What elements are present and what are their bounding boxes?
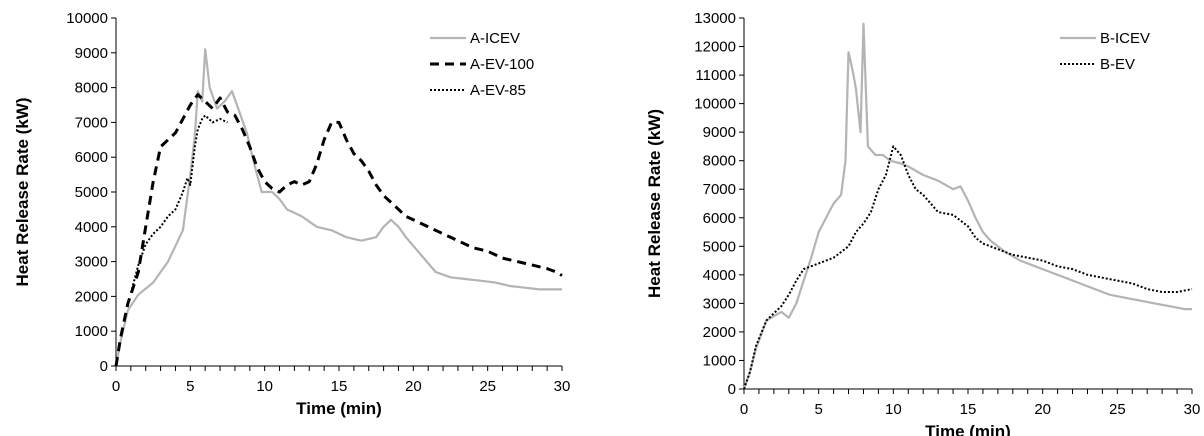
chart-2-y-tick-label: 4000 [703, 267, 736, 284]
chart-1-legend-label-a-ev-85: A-EV-85 [470, 82, 526, 99]
chart-1-series-a-ev-85 [129, 114, 228, 294]
chart-1-x-tick-label: 30 [554, 378, 571, 395]
chart-1-y-tick-label: 10000 [66, 10, 108, 27]
chart-2-x-tick-label: 10 [885, 401, 902, 418]
chart-2-x-tick-label: 5 [814, 401, 822, 418]
chart-1-y-axis-title: Heat Release Rate (kW) [13, 98, 32, 287]
chart-1-series-a-ev-100 [114, 93, 563, 367]
chart-2-series-b-icev [742, 22, 1192, 390]
chart-2-y-tick-label: 10000 [694, 96, 736, 113]
chart-1-y-tick-label: 5000 [75, 184, 108, 201]
chart-2-x-tick-label: 25 [1109, 401, 1126, 418]
chart-1-x-tick-label: 25 [479, 378, 496, 395]
chart-2-x-tick-label: 30 [1184, 401, 1201, 418]
chart-1-x-tick-label: 5 [186, 378, 194, 395]
chart-1-y-tick-label: 7000 [75, 114, 108, 131]
chart-1-x-tick-label: 15 [331, 378, 348, 395]
chart-1-y-tick-label: 1000 [75, 323, 108, 340]
chart-2-y-tick-label: 7000 [703, 181, 736, 198]
chart-2-y-tick-label: 2000 [703, 324, 736, 341]
chart-1: 0100020003000400050006000700080009000100… [13, 10, 570, 418]
chart-1-x-tick-label: 10 [256, 378, 273, 395]
chart-2-x-tick-label: 20 [1034, 401, 1051, 418]
chart-2-y-tick-label: 1000 [703, 352, 736, 369]
chart-1-y-tick-label: 8000 [75, 80, 108, 97]
chart-2-y-tick-label: 12000 [694, 39, 736, 56]
chart-2-y-axis-title: Heat Release Rate (kW) [645, 109, 664, 298]
chart-1-y-tick-label: 2000 [75, 288, 108, 305]
chart-2-x-axis-title: Time (min) [925, 422, 1011, 436]
chart-1-y-tick-label: 0 [100, 358, 108, 375]
chart-2-y-tick-label: 11000 [695, 67, 736, 84]
chart-2-x-tick-label: 0 [740, 401, 748, 418]
chart-2-y-tick-label: 3000 [703, 295, 736, 312]
chart-1-y-tick-label: 9000 [75, 45, 108, 62]
chart-1-legend-label-a-icev: A-ICEV [470, 30, 520, 47]
chart-2-y-tick-label: 0 [728, 381, 736, 398]
chart-2-y-tick-label: 13000 [694, 10, 736, 27]
chart-2: 0100020003000400050006000700080009000100… [645, 10, 1200, 436]
chart-1-x-axis-title: Time (min) [296, 399, 382, 418]
chart-1-series-a-icev [114, 48, 562, 367]
chart-2-y-tick-label: 5000 [703, 238, 736, 255]
chart-2-series-b-ev [743, 145, 1193, 390]
chart-1-y-tick-label: 4000 [75, 219, 108, 236]
chart-1-legend-label-a-ev-100: A-EV-100 [470, 56, 534, 73]
chart-2-y-tick-label: 6000 [703, 210, 736, 227]
chart-1-y-tick-label: 3000 [75, 254, 108, 271]
chart-1-y-tick-label: 6000 [75, 149, 108, 166]
chart-1-x-tick-label: 0 [112, 378, 120, 395]
chart-2-legend-label-b-ev: B-EV [1100, 56, 1135, 73]
chart-2-y-tick-label: 8000 [703, 153, 736, 170]
chart-1-x-tick-label: 20 [405, 378, 422, 395]
chart-2-x-tick-label: 15 [960, 401, 977, 418]
chart-2-y-tick-label: 9000 [703, 124, 736, 141]
chart-2-legend-label-b-icev: B-ICEV [1100, 30, 1150, 47]
